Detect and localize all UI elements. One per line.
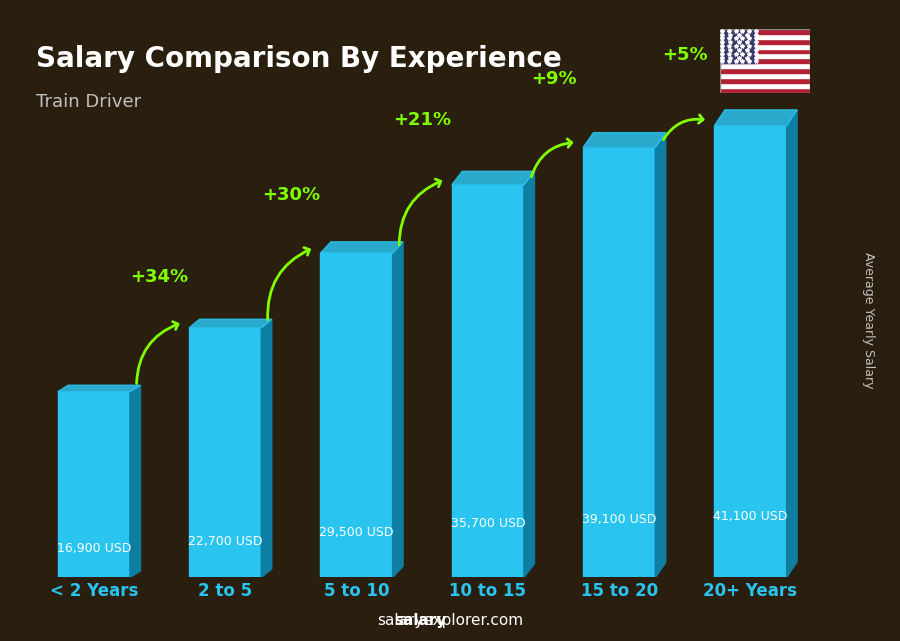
Text: +5%: +5% <box>662 46 707 64</box>
Bar <box>720 38 810 44</box>
Polygon shape <box>524 171 535 578</box>
Text: +9%: +9% <box>531 70 576 88</box>
Bar <box>720 73 810 78</box>
Text: +21%: +21% <box>393 112 451 129</box>
Text: salaryexplorer.com: salaryexplorer.com <box>377 613 523 628</box>
Polygon shape <box>392 242 403 578</box>
Text: 29,500 USD: 29,500 USD <box>320 526 393 538</box>
Polygon shape <box>58 385 140 392</box>
Bar <box>720 53 810 58</box>
Bar <box>720 69 810 73</box>
Bar <box>583 147 655 578</box>
Bar <box>452 185 524 578</box>
Text: Train Driver: Train Driver <box>36 93 141 111</box>
Polygon shape <box>320 242 403 253</box>
Bar <box>720 88 810 93</box>
Polygon shape <box>583 133 666 147</box>
Bar <box>58 392 130 578</box>
Polygon shape <box>715 110 797 126</box>
Polygon shape <box>261 319 272 578</box>
Bar <box>720 58 810 63</box>
Text: Salary Comparison By Experience: Salary Comparison By Experience <box>36 45 562 73</box>
Text: 22,700 USD: 22,700 USD <box>188 535 263 547</box>
Text: salary: salary <box>394 613 446 628</box>
Text: +34%: +34% <box>130 269 188 287</box>
Text: 35,700 USD: 35,700 USD <box>451 517 525 530</box>
Bar <box>720 83 810 88</box>
Text: +30%: +30% <box>262 187 320 204</box>
Polygon shape <box>189 319 272 328</box>
Bar <box>720 63 810 69</box>
Text: 16,900 USD: 16,900 USD <box>57 542 131 555</box>
Text: Average Yearly Salary: Average Yearly Salary <box>862 253 875 388</box>
Bar <box>720 29 810 34</box>
Bar <box>720 78 810 83</box>
Polygon shape <box>655 133 666 578</box>
Bar <box>720 49 810 53</box>
Bar <box>189 328 261 578</box>
Bar <box>715 126 787 578</box>
Text: 41,100 USD: 41,100 USD <box>714 510 788 523</box>
Bar <box>720 29 756 63</box>
Polygon shape <box>787 110 797 578</box>
Polygon shape <box>130 385 140 578</box>
Bar <box>720 34 810 38</box>
Polygon shape <box>452 171 535 185</box>
Bar <box>320 253 392 578</box>
Text: 39,100 USD: 39,100 USD <box>582 513 656 526</box>
Bar <box>720 44 810 49</box>
